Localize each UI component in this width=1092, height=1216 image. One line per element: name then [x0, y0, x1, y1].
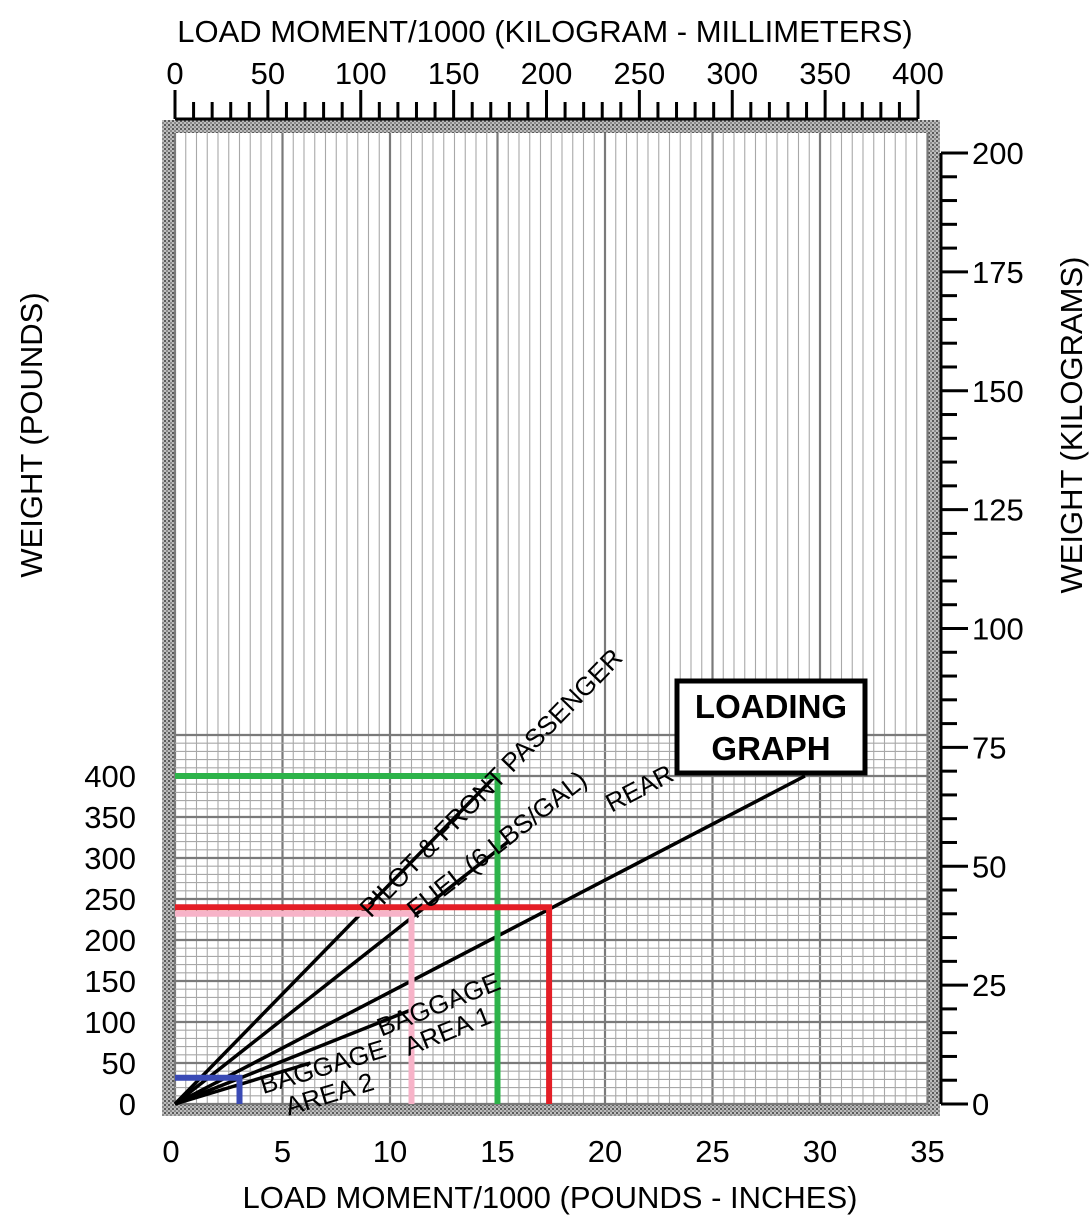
y-tick-label: 50 — [102, 1046, 136, 1081]
right-tick-label: 125 — [972, 493, 1024, 528]
right-tick-label: 100 — [972, 612, 1024, 647]
x-tick-label: 15 — [480, 1134, 514, 1169]
y-tick-label: 100 — [84, 1005, 136, 1040]
reference-path-0 — [175, 773, 501, 1104]
title-box — [674, 678, 868, 776]
x-tick-label: 35 — [910, 1134, 944, 1169]
top-axis-title: LOAD MOMENT/1000 (KILOGRAM - MILLIMETERS… — [177, 14, 913, 49]
right-tick-label: 25 — [972, 968, 1006, 1003]
series-line-4 — [174, 1061, 311, 1106]
y-tick-label: 400 — [84, 759, 136, 794]
series-lines — [173, 774, 806, 1106]
top-tick-label: 150 — [428, 56, 480, 91]
top-axis-ticks — [173, 90, 920, 121]
series-line-2 — [174, 774, 806, 1106]
top-tick-label: 100 — [335, 56, 387, 91]
series-line-1 — [173, 840, 510, 1106]
y-tick-label: 200 — [84, 923, 136, 958]
left-axis-title: WEIGHT (POUNDS) — [14, 292, 49, 577]
x-tick-label: 5 — [274, 1134, 291, 1169]
y-tick-label: 0 — [119, 1087, 136, 1122]
top-tick-label: 0 — [166, 56, 183, 91]
reference-path-1 — [175, 904, 553, 1104]
reference-path-2 — [175, 910, 415, 1104]
series-line-3 — [174, 1008, 413, 1106]
right-axis-ticks — [939, 151, 968, 1106]
y-tick-label: 150 — [84, 964, 136, 999]
top-tick-label: 400 — [892, 56, 944, 91]
x-tick-label: 10 — [373, 1134, 407, 1169]
reference-paths — [175, 773, 553, 1104]
top-tick-label: 200 — [521, 56, 573, 91]
right-tick-label: 175 — [972, 255, 1024, 290]
top-tick-label: 250 — [614, 56, 666, 91]
right-tick-label: 50 — [972, 849, 1006, 884]
reference-path-3 — [175, 1074, 243, 1104]
title-box-line-1: LOADING — [695, 688, 847, 725]
right-axis-title: WEIGHT (KILOGRAMS) — [1054, 256, 1089, 593]
x-tick-label: 25 — [695, 1134, 729, 1169]
y-tick-label: 300 — [84, 841, 136, 876]
right-tick-label: 200 — [972, 136, 1024, 171]
top-tick-label: 300 — [706, 56, 758, 91]
series-line-0 — [173, 774, 497, 1106]
top-tick-label: 350 — [799, 56, 851, 91]
y-tick-label: 350 — [84, 800, 136, 835]
x-tick-label: 20 — [588, 1134, 622, 1169]
x-tick-label: 30 — [803, 1134, 837, 1169]
right-tick-label: 150 — [972, 374, 1024, 409]
grid — [173, 133, 929, 1106]
right-tick-label: 75 — [972, 730, 1006, 765]
top-tick-label: 50 — [251, 56, 285, 91]
x-tick-label: 0 — [162, 1134, 179, 1169]
y-tick-label: 250 — [84, 882, 136, 917]
right-tick-label: 0 — [972, 1087, 989, 1122]
bottom-axis-title: LOAD MOMENT/1000 (POUNDS - INCHES) — [243, 1180, 858, 1215]
title-box-line-2: GRAPH — [711, 730, 830, 767]
